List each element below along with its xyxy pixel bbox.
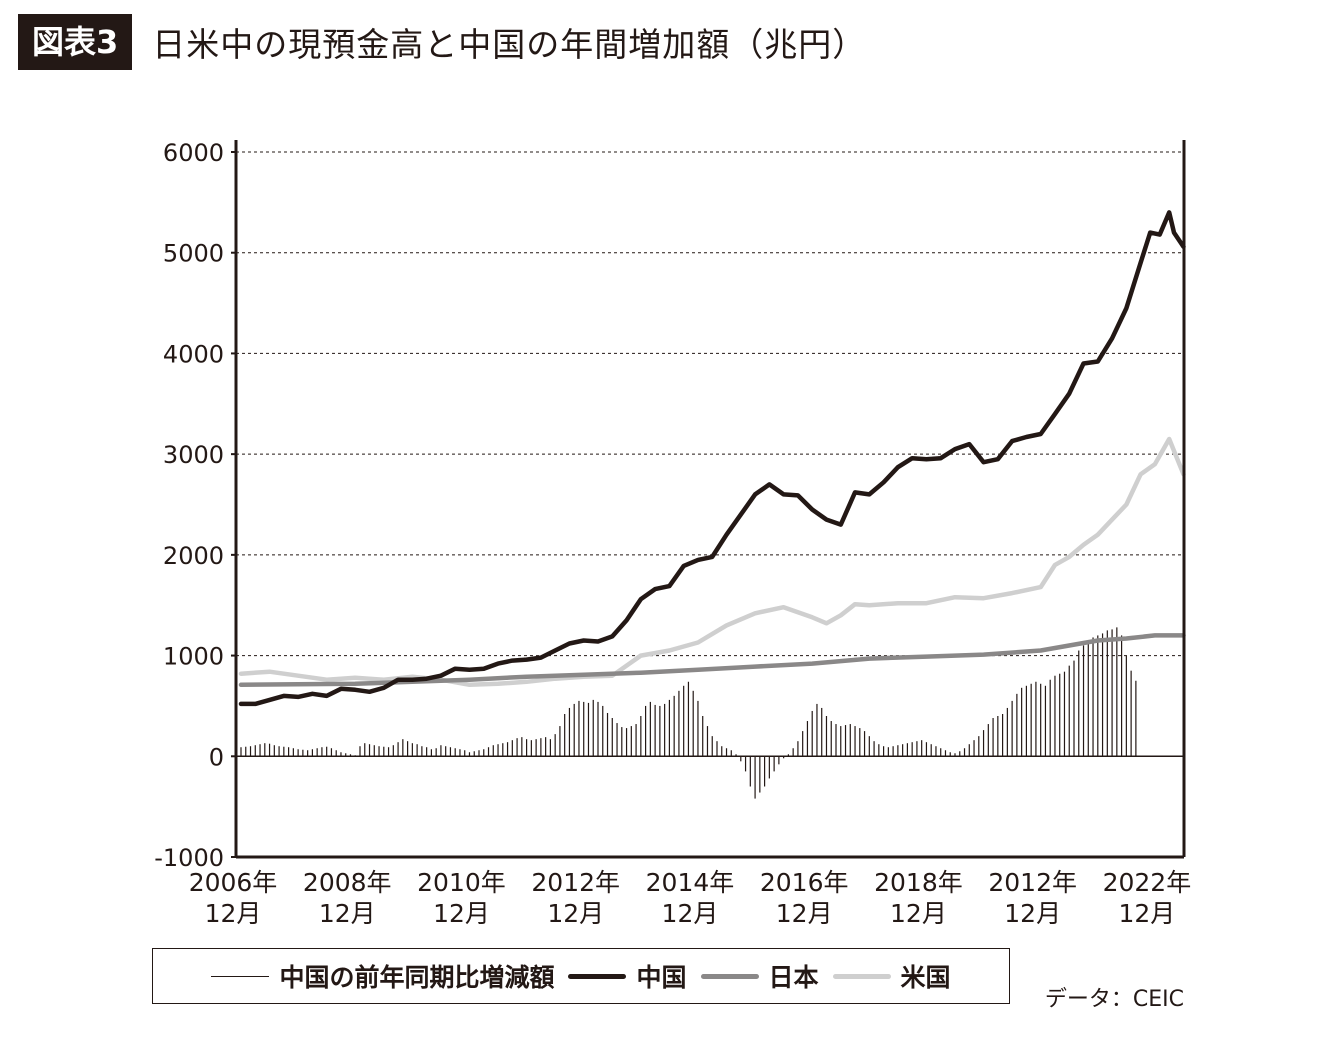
y-tick-label: 3000 xyxy=(163,441,224,469)
y-tick-label: 6000 xyxy=(163,139,224,167)
legend-label: 米国 xyxy=(900,963,951,992)
y-tick-label: 4000 xyxy=(163,340,224,368)
x-tick-month: 12月 xyxy=(547,899,604,928)
x-tick-year: 2018年 xyxy=(874,868,963,897)
x-tick-year: 2008年 xyxy=(303,868,392,897)
y-tick-label: -1000 xyxy=(154,844,224,872)
x-tick-month: 12月 xyxy=(776,899,833,928)
x-tick-month: 12月 xyxy=(890,899,947,928)
x-tick-year: 2014年 xyxy=(646,868,735,897)
y-tick-label: 1000 xyxy=(163,643,224,671)
x-tick-year: 2016年 xyxy=(760,868,849,897)
x-tick-month: 12月 xyxy=(662,899,719,928)
chart-title: 日米中の現預金高と中国の年間増加額（兆円） xyxy=(152,25,867,64)
x-tick-year: 2022年 xyxy=(1103,868,1192,897)
chart: -100001000200030004000500060002006年12月20… xyxy=(154,139,1192,928)
legend-item: 中国 xyxy=(568,958,687,994)
figure-badge: 図表3 xyxy=(18,14,133,70)
legend: 中国の前年同期比増減額 中国 日本 米国 xyxy=(152,948,1010,1004)
x-tick-month: 12月 xyxy=(433,899,490,928)
legend-label: 日本 xyxy=(768,963,819,992)
x-tick-month: 12月 xyxy=(319,899,376,928)
legend-item: 日本 xyxy=(700,958,819,994)
legend-item: 中国の前年同期比増減額 xyxy=(211,958,554,994)
data-source: データ：CEIC xyxy=(1044,987,1184,1012)
x-tick-year: 2006年 xyxy=(189,868,278,897)
legend-swatch xyxy=(568,973,627,979)
legend-item: 米国 xyxy=(832,958,951,994)
x-tick-year: 2010年 xyxy=(417,868,506,897)
legend-swatch xyxy=(211,975,270,977)
x-tick-year: 2012年 xyxy=(988,868,1077,897)
legend-label: 中国の前年同期比増減額 xyxy=(279,963,555,992)
y-tick-label: 2000 xyxy=(163,542,224,570)
x-tick-month: 12月 xyxy=(1004,899,1061,928)
series-line-米国 xyxy=(238,436,1186,688)
legend-swatch xyxy=(832,973,891,979)
y-tick-label: 0 xyxy=(209,743,224,771)
x-tick-month: 12月 xyxy=(1119,899,1176,928)
y-tick-label: 5000 xyxy=(163,240,224,268)
series-line-日本 xyxy=(238,633,1186,688)
header: 図表3 日米中の現預金高と中国の年間増加額（兆円） xyxy=(18,14,866,70)
legend-label: 中国 xyxy=(636,963,687,992)
legend-swatch xyxy=(700,973,759,979)
x-tick-month: 12月 xyxy=(205,899,262,928)
x-tick-year: 2012年 xyxy=(531,868,620,897)
series-line-中国 xyxy=(238,210,1186,707)
